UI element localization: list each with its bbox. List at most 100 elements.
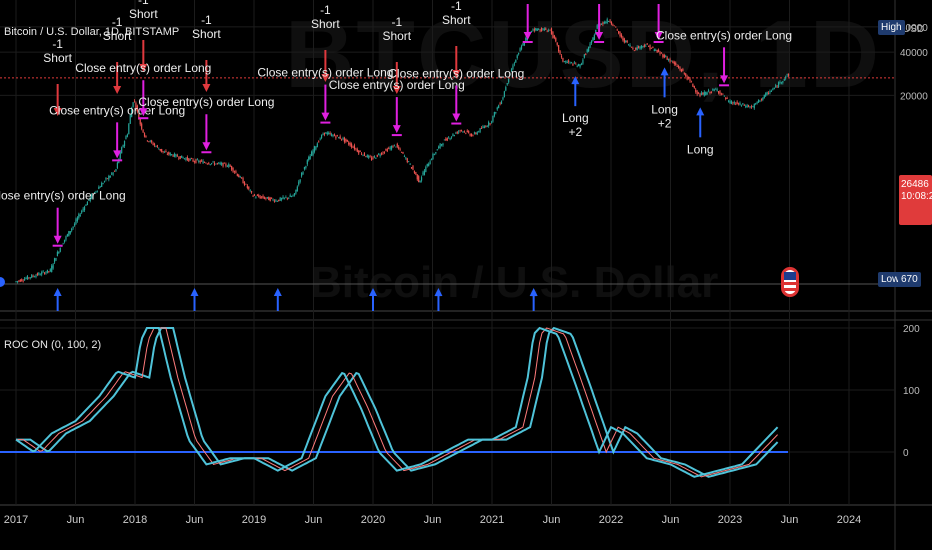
symbol-title: Bitcoin / U.S. Dollar, 1D, BITSTAMP [4,26,180,38]
candle-body [422,172,424,175]
candle-body [255,197,257,198]
candle-body [656,49,658,53]
y-tick-label: 60000 [900,23,928,34]
long-arrow-head [696,107,705,116]
candle-body [366,155,368,157]
candle-body [163,151,166,153]
candle-body [753,103,755,109]
candle-body [565,61,567,63]
short-qty-label: -1 [52,37,63,51]
close-arrow-head [595,32,604,40]
candle-body [518,52,520,55]
short-arrow-head [113,86,122,94]
candle-body [438,146,440,149]
candle-body [576,65,578,67]
candle-body [402,152,404,154]
candle-body [26,275,29,280]
candle-body [572,64,574,66]
candle-body [549,29,551,31]
candle-body [453,135,455,136]
candle-body [755,103,757,105]
candle-body [93,192,96,193]
candle-body [16,280,19,282]
candle-body [395,146,397,148]
candle-body [136,105,138,112]
candle-body [410,167,413,169]
candle-body [199,161,201,163]
candle-body [126,134,128,137]
candle-body [439,143,441,148]
candle-body [715,88,717,90]
candle-body [46,269,49,273]
candle-body [48,271,50,272]
candle-body [275,200,277,202]
candle-body [730,101,733,105]
candle-body [146,140,148,142]
candle-body [745,106,747,108]
countdown-timer: 10:08:21 [901,191,932,202]
candle-body [429,161,431,165]
candle-body [225,163,227,166]
candle-body [500,101,503,104]
candle-body [249,190,251,192]
candle-body [159,148,161,151]
candle-body [509,73,511,76]
candle-body [273,200,276,202]
candle-body [358,150,360,154]
close-arrow-head [720,75,729,84]
candle-body [765,93,767,97]
candle-body [592,37,594,41]
candle-body [291,196,293,197]
long-qty-label: +2 [658,116,672,130]
candle-body [53,258,56,263]
candle-body [115,169,117,172]
candle-body [348,142,350,145]
candle-body [490,121,493,123]
price-candles [15,17,790,284]
candle-body [320,134,323,139]
candle-body [603,22,605,24]
last-price-value: 26486 [901,179,929,190]
close-order-label: Close entry(s) order Long [75,61,211,75]
candle-body [449,138,451,140]
candle-body [189,158,191,160]
candle-body [165,151,167,153]
candle-body [246,185,248,188]
candle-body [155,146,157,148]
long-label: Long [687,142,714,156]
candle-body [542,28,544,30]
candle-body [363,152,366,156]
short-arrow-head [452,70,461,78]
candle-body [28,277,30,279]
candle-body [483,126,485,128]
candle-body [59,247,61,252]
candle-body [610,21,613,25]
candle-body [271,197,273,199]
candle-body [156,145,158,147]
candle-body [263,197,266,199]
short-label: Short [129,7,158,21]
short-label: Short [442,13,471,27]
candle-body [32,275,34,277]
candle-body [756,102,758,104]
candle-body [238,175,240,178]
candle-body [619,32,621,37]
candle-body [79,214,81,216]
candle-body [188,158,190,162]
candle-body [780,82,783,84]
candle-body [747,105,750,107]
candle-body [76,217,79,222]
candle-body [435,152,437,154]
us-flag-icon[interactable] [781,267,799,297]
candle-body [122,144,124,148]
candle-body [153,143,156,146]
candle-body [488,121,490,126]
candle-body [142,129,144,133]
candle-body [323,132,326,135]
candle-body [229,165,231,167]
candle-body [786,74,788,76]
candle-body [462,131,464,133]
close-order-label: Close entry(s) order Long [388,67,524,81]
